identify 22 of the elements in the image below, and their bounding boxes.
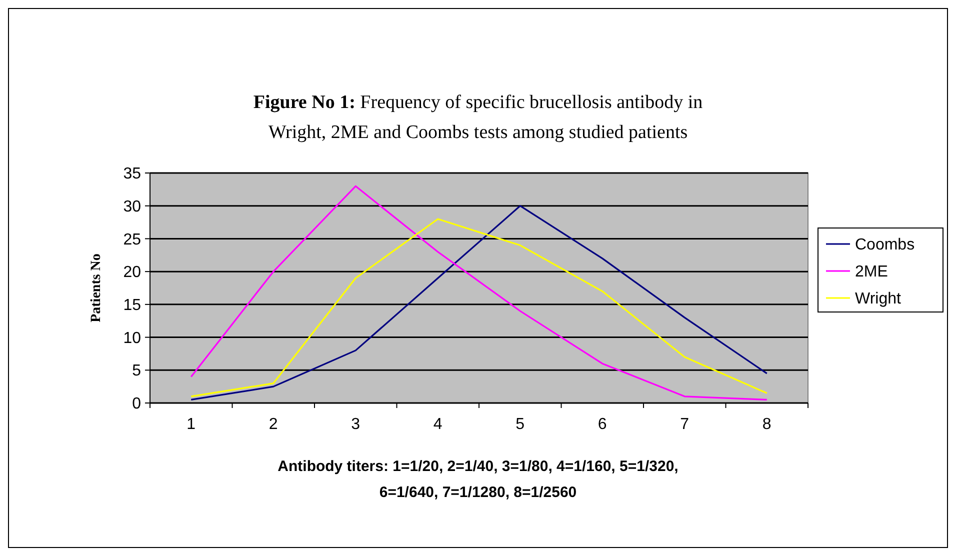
y-tick-label: 25 [123,231,142,248]
y-tick-label: 0 [132,396,142,413]
x-tick-label: 1 [186,416,196,433]
x-tick-label: 2 [268,416,278,433]
x-tick-label: 8 [762,416,772,433]
x-tick-label: 3 [351,416,360,433]
y-tick-label: 10 [123,330,142,347]
y-tick-label: 20 [123,264,142,282]
y-tick-label: 35 [123,166,142,183]
y-tick-label: 30 [123,198,142,216]
x-tick-label: 6 [598,416,607,433]
x-axis-title: Antibody titers: 1=1/20, 2=1/40, 3=1/80, 4=1/160, 5=1/320, 6=1/640, 7=1/1280, 8=1/2560 [278,458,678,501]
y-tick-label: 5 [132,362,142,380]
y-axis-title: Patients No [89,254,104,322]
x-tick-label: 7 [680,416,690,433]
legend-label: 2ME [855,264,888,281]
y-tick-label: 15 [123,297,142,314]
chart-title: Figure No 1: Frequency of specific brucellosis antibody in Wright, 2ME and Coombs tests among studied patients [253,92,704,143]
legend-label: Coombs [855,236,915,254]
x-tick-label: 4 [433,416,442,433]
x-tick-label: 5 [516,416,525,433]
legend-label: Wright [855,290,902,308]
